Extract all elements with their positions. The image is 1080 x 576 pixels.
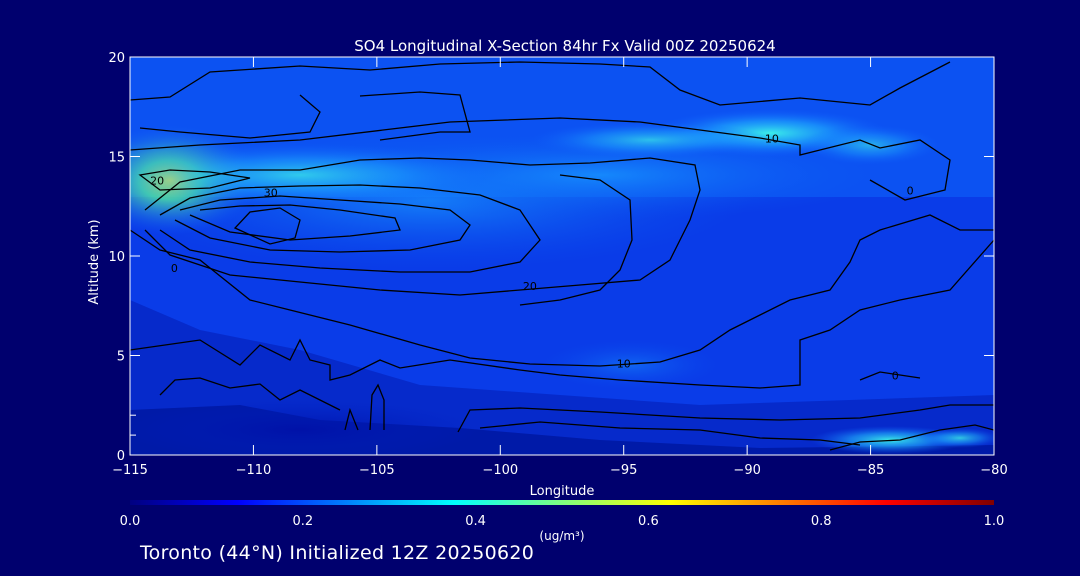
contour-lines bbox=[130, 61, 994, 451]
colorbar-tick-label: 0.2 bbox=[292, 514, 313, 529]
y-tick-label: 10 bbox=[108, 250, 125, 265]
x-tick-label: −100 bbox=[482, 463, 518, 478]
x-tick-label: −95 bbox=[610, 463, 637, 478]
contour-line bbox=[130, 214, 994, 367]
contour-label: 20 bbox=[150, 174, 164, 187]
contour-line bbox=[359, 91, 471, 141]
y-tick-label: 15 bbox=[108, 151, 125, 166]
contour-line bbox=[233, 207, 301, 245]
contour-line bbox=[859, 371, 921, 381]
x-axis: −115 −110 −105 −100 −95 −90 −85 −80 bbox=[112, 57, 1008, 478]
contour-label: 30 bbox=[264, 186, 278, 199]
concentration-field bbox=[130, 57, 994, 455]
x-tick-label: −110 bbox=[236, 463, 272, 478]
contour-labels: 10 0 20 30 0 20 10 0 bbox=[150, 133, 913, 383]
contour-line bbox=[159, 184, 541, 273]
x-tick-label: −105 bbox=[359, 463, 395, 478]
x-tick-label: −85 bbox=[857, 463, 884, 478]
contour-line bbox=[139, 94, 321, 139]
contour-line bbox=[189, 204, 401, 241]
contour-label: 20 bbox=[523, 280, 537, 293]
contour-label: 0 bbox=[892, 369, 899, 382]
chart-title: SO4 Longitudinal X-Section 84hr Fx Valid… bbox=[354, 37, 775, 55]
contour-line bbox=[829, 424, 994, 451]
contour-label: 10 bbox=[765, 133, 779, 146]
colorbar bbox=[130, 500, 994, 505]
footer-caption: Toronto (44°N) Initialized 12Z 20250620 bbox=[140, 542, 535, 564]
contour-line bbox=[130, 117, 951, 201]
contour-line bbox=[130, 61, 951, 106]
colorbar-unit-label: (ug/m³) bbox=[539, 529, 584, 543]
colorbar-tick-label: 1.0 bbox=[984, 514, 1005, 529]
contour-label: 0 bbox=[907, 184, 914, 197]
x-axis-label: Longitude bbox=[530, 484, 595, 499]
contour-line bbox=[174, 195, 471, 253]
colorbar-tick-label: 0.8 bbox=[811, 514, 832, 529]
colorbar-tick-label: 0.6 bbox=[638, 514, 659, 529]
contour-line bbox=[479, 421, 861, 446]
colorbar-tick-label: 0.0 bbox=[120, 514, 141, 529]
colorbar-ticks: 0.0 0.2 0.4 0.6 0.8 1.0 bbox=[120, 514, 1005, 529]
x-tick-label: −90 bbox=[733, 463, 760, 478]
contour-line bbox=[130, 239, 994, 389]
y-tick-label: 0 bbox=[117, 449, 125, 464]
y-tick-label: 20 bbox=[108, 51, 125, 66]
contour-label: 0 bbox=[171, 262, 178, 275]
contour-label: 10 bbox=[617, 357, 631, 370]
contour-line bbox=[138, 169, 251, 191]
contour-line bbox=[159, 377, 341, 411]
x-tick-label: −80 bbox=[980, 463, 1007, 478]
contour-line bbox=[344, 407, 359, 431]
y-tick-label: 5 bbox=[117, 350, 125, 365]
colorbar-tick-label: 0.4 bbox=[465, 514, 486, 529]
contour-line bbox=[369, 383, 385, 431]
x-tick-label: −115 bbox=[112, 463, 148, 478]
contour-line bbox=[519, 174, 633, 306]
y-axis: 0 5 10 15 20 bbox=[108, 51, 994, 464]
contour-line bbox=[144, 157, 701, 296]
contour-line bbox=[457, 404, 994, 433]
y-axis-label: Altitude (km) bbox=[87, 219, 102, 304]
